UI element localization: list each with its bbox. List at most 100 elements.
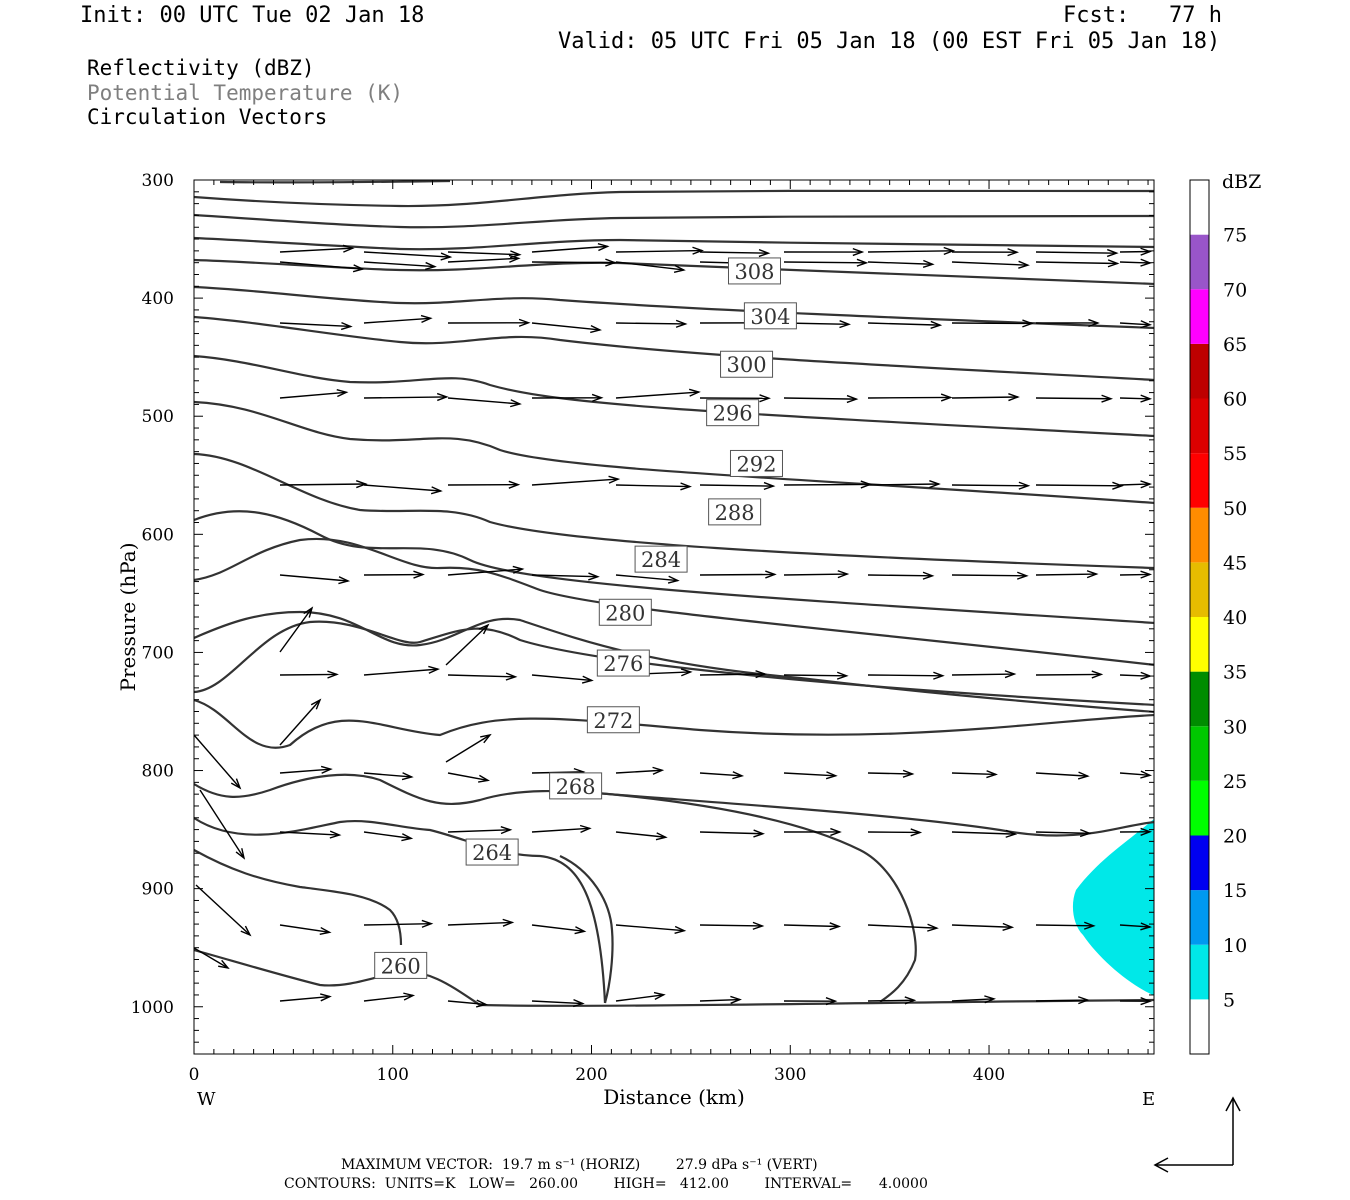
vector-shaft (279, 261, 363, 270)
vector-head (579, 824, 592, 833)
contour-label: 264 (472, 841, 512, 865)
vector-shaft (363, 922, 432, 926)
colorbar-label: 45 (1223, 552, 1247, 574)
vector-head (355, 480, 368, 489)
contour-label-box (708, 498, 762, 526)
isentrope-264 (194, 817, 607, 1004)
vector-shaft (447, 397, 520, 405)
vector-head (581, 675, 594, 684)
vector-head (329, 830, 342, 839)
vector-shaft (279, 924, 330, 934)
contour-label-box (706, 399, 760, 427)
y-tick-label: 600 (142, 525, 174, 545)
contour-label: 276 (603, 652, 643, 676)
vector-shaft (867, 574, 933, 577)
vector-head (675, 319, 688, 328)
vector-shaft (279, 673, 337, 676)
vector-head (902, 769, 915, 778)
colorbar-swatch (1190, 180, 1209, 235)
vector-shaft (699, 673, 766, 676)
vector-shaft (1035, 924, 1094, 927)
vector-shaft (531, 827, 590, 833)
vector-shaft (1035, 261, 1118, 265)
isentrope-268-upper (194, 698, 1154, 749)
colorbar-label: 30 (1223, 716, 1247, 738)
isentrope-268 (194, 773, 1154, 837)
vector-shaft (783, 483, 871, 486)
vector-head (1107, 259, 1120, 268)
contour-label-box (586, 706, 640, 734)
vector-shaft (867, 261, 933, 265)
vector-shaft (194, 947, 229, 969)
vector-shaft (615, 831, 666, 838)
y-axis-title: Pressure (hPa) (116, 543, 140, 692)
isentrope-292 (194, 400, 1154, 505)
isentrope-266-east (559, 788, 917, 1003)
circulation-vectors (194, 242, 1153, 1008)
vector-head (605, 258, 617, 267)
vector-head (1140, 247, 1153, 256)
colorbar-swatch (1190, 726, 1209, 781)
contour-label: 284 (641, 548, 681, 572)
vector-head (320, 765, 333, 774)
vector-shaft (531, 1000, 583, 1005)
vector-head (829, 922, 842, 931)
y-tick-label: 900 (142, 880, 174, 900)
vector-head (1091, 670, 1104, 679)
vector-shaft (1119, 261, 1151, 264)
isentrope-276 (194, 610, 1154, 714)
vector-head (1140, 770, 1153, 779)
y-tick-label: 1000 (131, 998, 174, 1018)
colorbar-swatch (1190, 234, 1209, 290)
isentrope-262 (194, 849, 403, 946)
vector-shaft (1035, 999, 1088, 1002)
vector-shaft (279, 995, 330, 1002)
contour-label: 296 (713, 402, 753, 426)
vector-head (1140, 922, 1153, 931)
vector-head (1079, 828, 1092, 838)
colorbar-swatch (1190, 999, 1209, 1054)
colorbar-swatch (1190, 289, 1209, 344)
vector-shaft (363, 317, 431, 324)
x-axis-title: Distance (km) (603, 1085, 745, 1109)
vector-head (1007, 248, 1020, 257)
vector-head (922, 259, 935, 269)
vector-head (1004, 670, 1017, 679)
vector-head (340, 321, 353, 331)
vector-head (1018, 481, 1031, 490)
vector-head (342, 244, 355, 253)
vector-head (421, 919, 434, 928)
vector-head (1077, 996, 1090, 1005)
contour-label-box (465, 838, 519, 866)
vector-shaft (195, 884, 251, 936)
vector-shaft (279, 483, 366, 486)
isentrope-304 (194, 285, 1154, 330)
vector-head (852, 247, 865, 257)
colorbar-swatch (1190, 890, 1209, 945)
vector-shaft (363, 994, 414, 1002)
vector-shaft (951, 998, 994, 1002)
vector-shaft (1035, 484, 1122, 487)
vector-shaft (279, 831, 340, 836)
isentrope-300 (194, 315, 1154, 382)
x-tick-label: 200 (575, 1065, 607, 1085)
vector-head (655, 832, 668, 841)
vector-head (674, 925, 687, 934)
colorbar-label: 40 (1223, 607, 1247, 629)
colorbar-label: 35 (1223, 662, 1247, 684)
vector-shaft (531, 574, 598, 578)
vector-shaft (1119, 772, 1151, 777)
vector-head (830, 827, 842, 837)
vector-head (825, 997, 838, 1006)
legend-circulation-vectors: Circulation Vectors (87, 105, 328, 129)
isentrope-308 (194, 258, 1154, 286)
vector-head (310, 698, 322, 710)
contour-label: 308 (734, 260, 774, 284)
vector-shaft (363, 668, 439, 676)
vector-shaft (1035, 831, 1090, 834)
colorbar-swatch (1190, 671, 1209, 727)
vector-shaft (363, 831, 412, 840)
vector-shaft (1119, 397, 1151, 400)
vector-shaft (1119, 573, 1151, 576)
